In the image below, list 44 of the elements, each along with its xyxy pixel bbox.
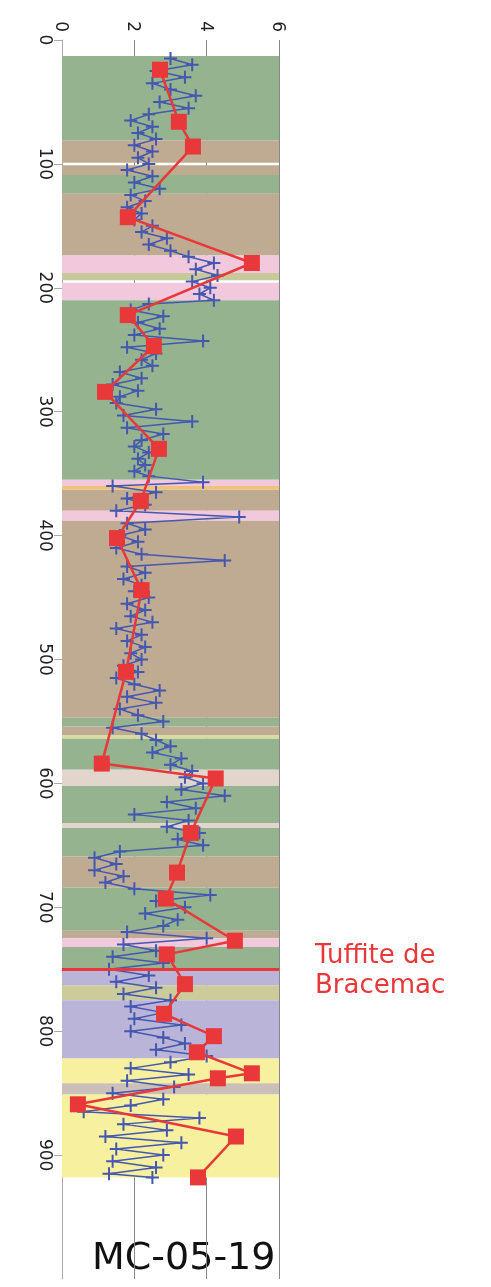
- y-tick-label: 200: [35, 271, 56, 305]
- y-tick-label: 700: [35, 891, 56, 924]
- point: [226, 932, 243, 949]
- x-tick-label: 0: [52, 21, 72, 32]
- point: [132, 492, 149, 509]
- point: [243, 255, 260, 272]
- x-tick-label: 2: [124, 21, 145, 32]
- point: [184, 138, 201, 155]
- point: [157, 890, 174, 907]
- point: [205, 1028, 222, 1045]
- point: [227, 1128, 244, 1145]
- point: [93, 755, 110, 772]
- point: [119, 209, 136, 226]
- y-tick-label: 100: [35, 147, 56, 181]
- point: [209, 1070, 226, 1087]
- point: [152, 61, 169, 78]
- point: [189, 1169, 206, 1186]
- point: [188, 1044, 205, 1061]
- point: [169, 864, 186, 881]
- y-tick-label: 500: [35, 643, 56, 676]
- point: [207, 770, 224, 787]
- point: [145, 338, 162, 355]
- point: [176, 976, 193, 993]
- point: [97, 383, 114, 400]
- x-tick-label: 4: [196, 21, 217, 32]
- point: [69, 1096, 86, 1113]
- point: [150, 440, 167, 457]
- point: [119, 307, 136, 324]
- point: [133, 582, 150, 599]
- point: [170, 113, 187, 130]
- y-tick-label: 900: [35, 1138, 56, 1172]
- point: [243, 1065, 260, 1082]
- y-tick-label: 300: [35, 395, 56, 428]
- point: [108, 530, 125, 547]
- point: [158, 946, 175, 963]
- point: [182, 824, 199, 841]
- y-tick-label: 400: [35, 519, 56, 552]
- ref-line-label: Tuffite de Bracemac: [314, 939, 446, 1000]
- annotation: MC-05-19: [92, 1234, 276, 1278]
- x-tick-label: 6: [269, 21, 289, 32]
- point: [118, 663, 135, 680]
- y-tick-label: 0: [35, 34, 56, 46]
- y-tick-label: 600: [35, 767, 56, 800]
- y-tick-label: 800: [35, 1014, 56, 1048]
